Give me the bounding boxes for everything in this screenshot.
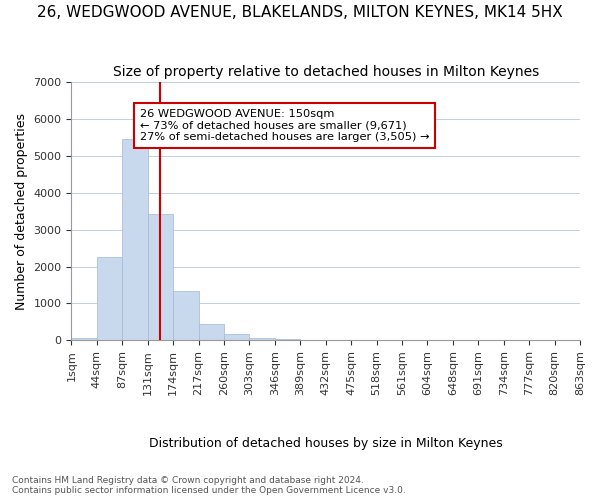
Y-axis label: Number of detached properties: Number of detached properties xyxy=(15,112,28,310)
X-axis label: Distribution of detached houses by size in Milton Keynes: Distribution of detached houses by size … xyxy=(149,437,503,450)
Bar xyxy=(224,334,250,340)
Text: 26, WEDGWOOD AVENUE, BLAKELANDS, MILTON KEYNES, MK14 5HX: 26, WEDGWOOD AVENUE, BLAKELANDS, MILTON … xyxy=(37,5,563,20)
Bar xyxy=(71,338,97,340)
Title: Size of property relative to detached houses in Milton Keynes: Size of property relative to detached ho… xyxy=(113,65,539,79)
Bar xyxy=(173,291,199,341)
Text: 26 WEDGWOOD AVENUE: 150sqm
← 73% of detached houses are smaller (9,671)
27% of s: 26 WEDGWOOD AVENUE: 150sqm ← 73% of deta… xyxy=(140,108,430,142)
Bar xyxy=(199,324,224,340)
Bar xyxy=(250,338,275,340)
Text: Contains HM Land Registry data © Crown copyright and database right 2024.
Contai: Contains HM Land Registry data © Crown c… xyxy=(12,476,406,495)
Bar xyxy=(97,256,122,340)
Bar xyxy=(148,214,173,340)
Bar xyxy=(122,138,148,340)
